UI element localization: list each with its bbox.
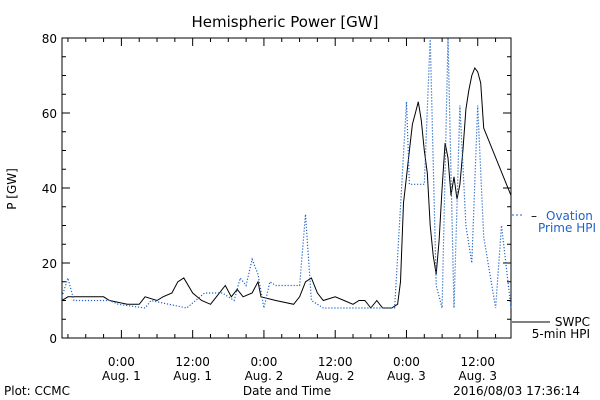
x-tick-label-date: Aug. 2 xyxy=(316,369,355,383)
legend-dash-ovation: – xyxy=(531,209,537,223)
x-tick-label-time: 0:00 xyxy=(393,355,420,369)
y-axis: 0 20 40 60 80 xyxy=(42,32,511,346)
footer-plot-credit: Plot: CCMC xyxy=(4,384,70,398)
legend-label-ovation-1: Ovation xyxy=(546,209,593,223)
plot-frame xyxy=(61,37,512,339)
x-tick-label-time: 12:00 xyxy=(175,355,210,369)
x-tick-label-date: Aug. 1 xyxy=(173,369,212,383)
series-line-swpc xyxy=(61,66,512,309)
x-tick-label-date: Aug. 3 xyxy=(387,369,426,383)
footer-timestamp: 2016/08/03 17:36:14 xyxy=(453,384,580,398)
y-tick-label: 60 xyxy=(42,107,57,121)
x-tick-label-time: 0:00 xyxy=(108,355,135,369)
x-tick-label-time: 12:00 xyxy=(318,355,353,369)
y-axis-label: P [GW] xyxy=(5,168,19,210)
y-tick-label: 40 xyxy=(42,182,57,196)
x-tick-label-date: Aug. 2 xyxy=(245,369,284,383)
chart-title: Hemispheric Power [GW] xyxy=(192,13,379,31)
series-layer xyxy=(61,37,512,309)
legend-label-swpc-2: 5-min HPI xyxy=(532,327,590,341)
x-tick-label-date: Aug. 3 xyxy=(458,369,497,383)
x-tick-label-time: 0:00 xyxy=(250,355,277,369)
y-tick-label: 0 xyxy=(49,332,57,346)
x-tick-label-date: Aug. 1 xyxy=(102,369,141,383)
legend-label-swpc-1: SWPC xyxy=(555,315,590,329)
y-tick-label: 20 xyxy=(42,257,57,271)
series-line-ovation xyxy=(61,37,512,309)
legend-label-ovation-2: Prime HPI xyxy=(538,221,596,235)
y-tick-label: 80 xyxy=(42,32,57,46)
x-tick-label-time: 12:00 xyxy=(460,355,495,369)
x-axis-label: Date and Time xyxy=(243,384,331,398)
